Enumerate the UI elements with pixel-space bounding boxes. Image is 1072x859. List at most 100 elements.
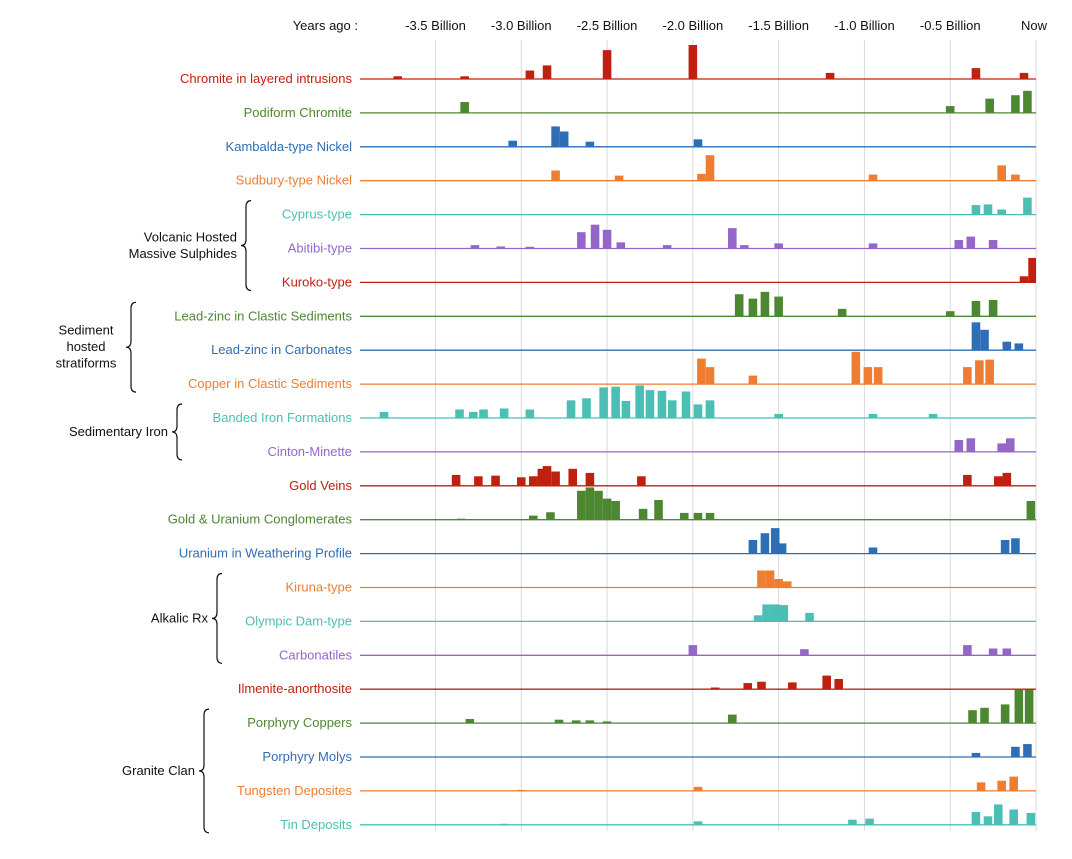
series-bar xyxy=(688,45,698,79)
series-bar xyxy=(777,543,787,554)
series-bar xyxy=(551,170,560,181)
series-bar xyxy=(474,476,483,486)
series-bar xyxy=(468,411,478,418)
series-label: Tin Deposits xyxy=(280,817,352,832)
series-bar xyxy=(590,224,600,249)
series-bar xyxy=(599,387,608,418)
series-bar xyxy=(779,605,789,622)
group-bracket xyxy=(125,301,137,393)
series-bar xyxy=(971,205,981,215)
series-bar xyxy=(1005,438,1015,452)
series-bar xyxy=(945,106,955,113)
series-bar xyxy=(559,131,569,147)
series-bar xyxy=(1000,704,1010,724)
series-bar xyxy=(611,501,620,520)
series-bar xyxy=(693,404,703,418)
x-tick-label: -3.5 Billion xyxy=(405,18,466,33)
series-bar xyxy=(873,367,883,385)
series-bar xyxy=(614,175,624,181)
series-bar xyxy=(788,682,797,690)
series-bar xyxy=(1028,257,1036,283)
series-label: Sudbury-type Nickel xyxy=(236,173,352,188)
series-bar xyxy=(837,308,847,317)
series-bar xyxy=(679,512,689,520)
group-label: hosted xyxy=(66,339,105,354)
series-bar xyxy=(621,401,631,418)
series-bar xyxy=(1023,90,1032,113)
series-bar xyxy=(963,645,972,656)
series-bar xyxy=(455,409,464,418)
series-bar xyxy=(602,721,612,724)
series-bar xyxy=(451,474,461,486)
series-bar xyxy=(1009,776,1018,791)
series-bar xyxy=(983,204,993,215)
series-label: Kuroko-type xyxy=(282,274,352,289)
series-bar xyxy=(571,720,581,724)
series-bar xyxy=(753,615,763,622)
series-label: Kiruna-type xyxy=(286,580,352,595)
series-bar xyxy=(465,719,475,724)
series-label: Banded Iron Formations xyxy=(213,410,353,425)
series-bar xyxy=(508,140,517,147)
series-bar xyxy=(1019,276,1029,283)
series-label: Olympic Dam-type xyxy=(245,613,352,628)
series-bar xyxy=(393,76,403,79)
series-label: Tungsten Deposites xyxy=(237,783,353,798)
series-bar xyxy=(577,490,586,520)
series-bar xyxy=(602,498,612,520)
axis-title: Years ago : xyxy=(293,18,358,33)
series-bar xyxy=(980,329,989,351)
grid-lines xyxy=(434,40,1037,831)
series-bar xyxy=(928,413,938,418)
series-bar xyxy=(1009,809,1018,825)
series-bar xyxy=(971,752,981,757)
series-bar xyxy=(770,528,780,554)
series-bar xyxy=(762,604,771,622)
series-bar xyxy=(516,477,526,486)
group-brackets: Volcanic Hosted Massive Sulphides Sediment… xyxy=(56,200,252,834)
series-bar xyxy=(1011,746,1020,757)
x-tick-label: -0.5 Billion xyxy=(920,18,981,33)
x-tick-label: -2.0 Billion xyxy=(663,18,724,33)
series-bar xyxy=(638,508,648,520)
series-bar xyxy=(954,440,964,452)
series-bar xyxy=(851,351,861,385)
series-bar xyxy=(774,296,783,317)
series-bar xyxy=(765,570,775,588)
series-bar xyxy=(470,245,480,249)
series-bar xyxy=(585,141,595,147)
series-bar xyxy=(546,512,555,520)
series-label: Copper in Clastic Sediments xyxy=(188,376,353,391)
series-bar xyxy=(774,243,783,249)
group-label: Granite Clan xyxy=(122,763,195,778)
series-bar xyxy=(975,360,984,385)
series-bar xyxy=(868,547,878,554)
series-bar xyxy=(757,681,766,690)
series-label: Cyprus-type xyxy=(282,207,352,222)
series-bar xyxy=(1014,343,1024,351)
series-bar xyxy=(637,476,646,486)
series-bar xyxy=(616,242,626,249)
series-bar xyxy=(525,409,535,418)
series-bar xyxy=(954,240,964,249)
series-bar xyxy=(1011,95,1020,113)
series-bar xyxy=(1011,174,1020,181)
series-bar xyxy=(868,243,878,249)
series-bar xyxy=(681,391,691,418)
series-bar xyxy=(968,710,977,724)
series-bar xyxy=(997,165,1006,181)
series-bar xyxy=(1023,744,1032,757)
series-label: Ilmenite-anorthosite xyxy=(238,681,352,696)
group-bracket xyxy=(171,403,183,461)
series-bar xyxy=(728,714,737,724)
series-bar xyxy=(825,72,835,79)
series-bar xyxy=(705,512,715,520)
group-label: stratiforms xyxy=(56,356,117,371)
series-bar xyxy=(997,443,1006,452)
series-bar xyxy=(594,490,603,520)
series-bar xyxy=(966,236,976,249)
series-bar xyxy=(710,687,720,690)
series-bar xyxy=(774,413,783,418)
series-bar xyxy=(705,155,715,181)
series-bar xyxy=(748,298,758,317)
